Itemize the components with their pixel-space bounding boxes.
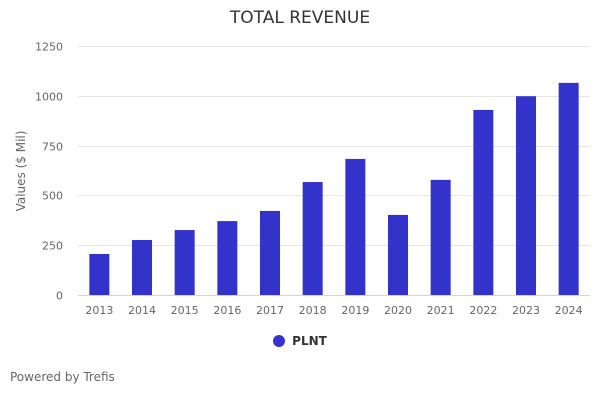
x-tick-label: 2017 [256,304,284,317]
x-axis-ticks: 2013 2014 2015 2016 2017 2018 2019 2020 2021 2022… [85,304,582,317]
gridlines [78,46,590,246]
x-tick-label: 2014 [128,304,156,317]
y-tick-label: 750 [42,141,63,154]
y-tick-label: 250 [42,240,63,253]
x-tick-label: 2022 [469,304,497,317]
x-tick-label: 2024 [555,304,583,317]
powered-by-credit[interactable]: Powered by Trefis [10,370,115,384]
x-tick-label: 2019 [341,304,369,317]
x-tick-label: 2018 [299,304,327,317]
bar-2017[interactable] [260,210,280,295]
y-axis-title: Values ($ Mil) [14,131,28,212]
x-tick-label: 2020 [384,304,412,317]
bar-2015[interactable] [174,230,195,295]
bar-2021[interactable] [430,179,451,295]
x-tick-label: 2021 [427,304,455,317]
bar-2020[interactable] [388,214,408,295]
y-tick-label: 1250 [35,41,63,54]
y-tick-label: 1000 [35,91,63,104]
bar-2013[interactable] [89,253,110,295]
bar-2023[interactable] [516,96,536,296]
y-tick-label: 500 [42,190,63,203]
x-tick-label: 2016 [213,304,241,317]
legend-marker-icon [273,335,286,347]
y-tick-label: 0 [56,290,63,303]
x-tick-label: 2013 [85,304,113,317]
bars [89,82,579,296]
legend-item-plnt[interactable]: PLNT [292,334,327,348]
bar-2014[interactable] [132,240,152,295]
bar-2022[interactable] [473,109,494,295]
x-tick-label: 2023 [512,304,540,317]
bar-2018[interactable] [302,182,323,295]
x-tick-label: 2015 [171,304,199,317]
bar-2019[interactable] [345,158,366,295]
y-axis-ticks: 0 250 500 750 1000 1250 [35,41,63,303]
bar-2016[interactable] [217,221,238,295]
legend: PLNT [0,334,600,348]
chart-title: TOTAL REVENUE [229,8,371,28]
bar-2024[interactable] [558,82,579,296]
